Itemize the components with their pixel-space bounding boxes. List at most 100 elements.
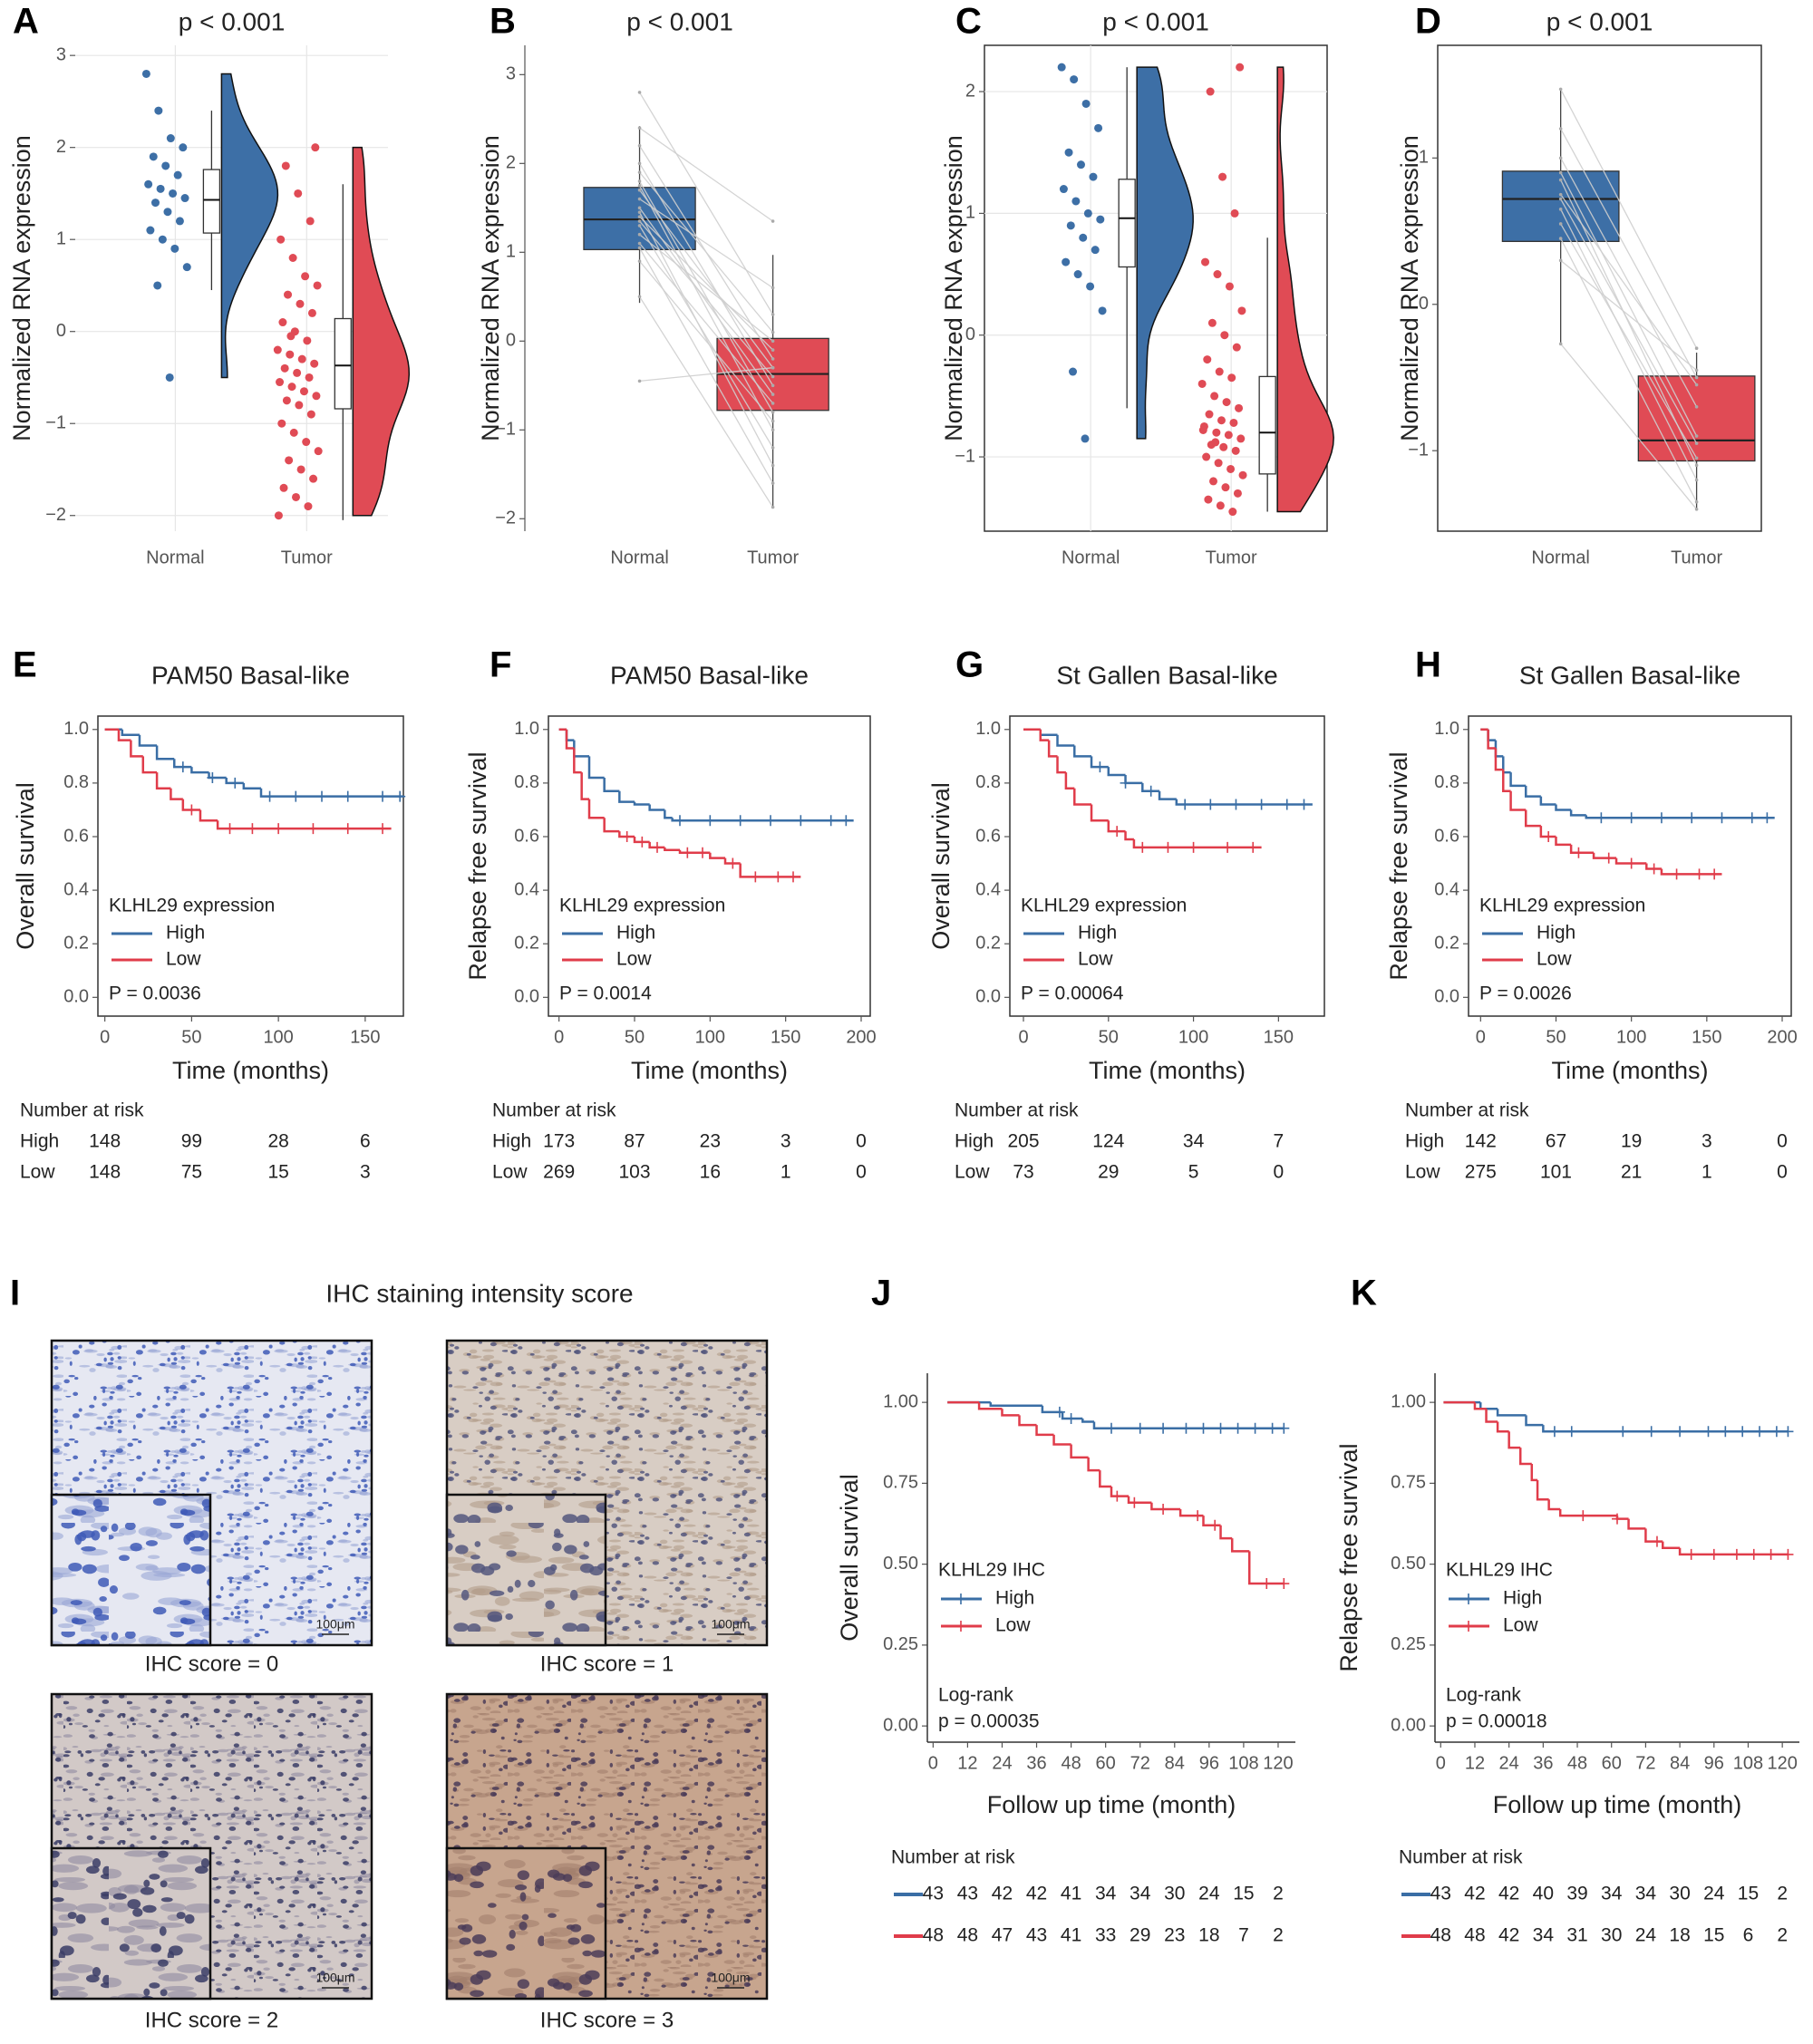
panel-letter: K (1351, 1274, 1377, 1313)
censor-mark (1686, 812, 1698, 824)
censor-mark (1256, 799, 1267, 810)
risk-count: 15 (1703, 1925, 1724, 1946)
y-tick-label: 0 (965, 325, 975, 344)
risk-count: 34 (1533, 1925, 1555, 1946)
pair-line (639, 220, 774, 377)
pair-line (639, 127, 773, 222)
survival-step (664, 847, 680, 852)
y-tick-label: 1.0 (63, 719, 89, 739)
point (1214, 459, 1223, 468)
survival-step (565, 729, 575, 750)
risk-title: Number at risk (1405, 1100, 1529, 1121)
pair-point (637, 184, 642, 188)
pair-point (1558, 170, 1563, 175)
pair-point (1558, 208, 1563, 211)
point (297, 354, 306, 363)
x-tick-label: 96 (1199, 1753, 1219, 1773)
point (1062, 257, 1071, 266)
risk-count: 6 (1743, 1925, 1754, 1946)
pair-point (637, 379, 642, 383)
p-value: p = 0.00035 (938, 1711, 1040, 1732)
point (294, 189, 303, 198)
survival-step (1127, 1496, 1152, 1505)
point (1221, 483, 1230, 492)
censor-mark (697, 847, 708, 858)
ihc-caption: IHC score = 3 (540, 2008, 674, 2032)
risk-count: 0 (1777, 1162, 1788, 1183)
risk-count: 30 (1601, 1925, 1622, 1946)
survival-step (664, 809, 673, 819)
risk-count: 3 (1702, 1131, 1712, 1152)
y-tick-label: −2 (495, 509, 516, 528)
pair-point (1558, 178, 1563, 182)
p-value: P = 0.0036 (109, 983, 201, 1004)
legend-marker (1463, 1621, 1474, 1632)
censor-mark (1731, 1548, 1742, 1560)
censor-mark (1222, 841, 1234, 853)
point (158, 235, 167, 244)
survival-step (1496, 1421, 1509, 1433)
survival-step (1099, 1470, 1111, 1488)
pair-line (1560, 172, 1698, 437)
censor-mark (1770, 1426, 1782, 1438)
panel-letter: D (1415, 2, 1441, 42)
point (1210, 392, 1219, 401)
survival-step (1585, 815, 1775, 819)
y-tick-label: 0.25 (1391, 1634, 1426, 1654)
risk-row-label: Low (492, 1162, 528, 1183)
y-tick-label: 0.4 (975, 879, 1001, 899)
point (1218, 172, 1227, 181)
x-tick-label: 60 (1602, 1753, 1622, 1773)
point (154, 106, 163, 115)
point (1220, 331, 1229, 340)
x-tick-label: 120 (1263, 1753, 1293, 1773)
censor-mark (377, 823, 389, 835)
survival-step (1230, 1538, 1250, 1553)
survival-step (1547, 1499, 1561, 1511)
pair-line (639, 171, 774, 333)
censor-mark (1709, 868, 1721, 880)
survival-step (190, 767, 209, 774)
censor-mark (1158, 1422, 1169, 1434)
point (296, 299, 305, 308)
y-tick-label: 0.8 (975, 772, 1001, 792)
x-tick-label: Normal (1062, 547, 1120, 567)
survival-step (1056, 734, 1075, 747)
point (1098, 306, 1107, 315)
pair-point (1558, 342, 1563, 346)
risk-count: 16 (700, 1162, 721, 1183)
y-tick-label: 0.8 (1434, 772, 1459, 792)
y-tick-label: 2 (965, 81, 975, 101)
risk-count: 101 (1540, 1162, 1572, 1183)
x-tick-label: 200 (1767, 1027, 1797, 1047)
point (180, 194, 189, 203)
survival-step (1047, 740, 1058, 758)
point (278, 318, 287, 327)
y-axis-label: Normalized RNA expression (8, 135, 35, 441)
censor-mark (795, 815, 807, 827)
pair-point (771, 348, 775, 352)
point (1071, 197, 1081, 206)
risk-title: Number at risk (955, 1100, 1079, 1121)
survival-step (1150, 1502, 1181, 1511)
censor-mark (224, 823, 236, 835)
ihc-title: IHC staining intensity score (325, 1279, 633, 1307)
x-tick-label: 150 (1692, 1027, 1721, 1047)
pair-line (1560, 158, 1698, 408)
survival-step (1107, 767, 1126, 777)
risk-count: 67 (1546, 1131, 1566, 1152)
y-tick-label: −1 (955, 446, 975, 466)
pair-point (771, 463, 775, 468)
point (179, 143, 188, 152)
legend-title: KLHL29 expression (1479, 896, 1645, 916)
x-tick-label: 72 (1635, 1753, 1655, 1773)
censor-mark (342, 790, 354, 802)
censor-mark (1298, 799, 1310, 810)
pair-point (1558, 156, 1563, 160)
y-tick-label: 3 (56, 44, 66, 64)
pair-point (637, 224, 642, 228)
survival-step (671, 818, 854, 822)
censor-mark (1693, 868, 1705, 880)
censor-mark (1566, 1426, 1577, 1438)
y-tick-label: 1 (1419, 148, 1429, 168)
